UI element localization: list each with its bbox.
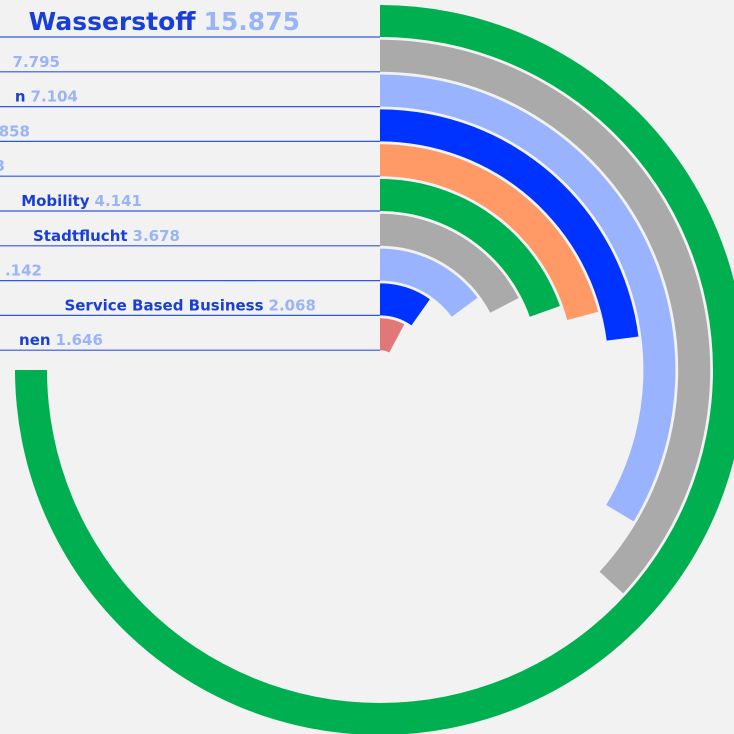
bar-label: 858 [0, 122, 30, 140]
bar-label: Mobility 4.141 [21, 192, 142, 210]
value-label: 1.646 [56, 331, 103, 349]
category-label: Mobility [21, 192, 90, 210]
value-label: 7.795 [13, 53, 60, 71]
bar-label: 3 [0, 157, 5, 175]
radial-bar [380, 318, 405, 353]
bar-label: nen 1.646 [19, 331, 103, 349]
bar-label: Wasserstoff 15.875 [29, 7, 300, 36]
value-label: 15.875 [204, 7, 300, 36]
value-label: 3 [0, 157, 5, 175]
radial-bar [380, 39, 711, 594]
category-label: Stadtflucht [33, 227, 128, 245]
radial-bar [380, 248, 478, 317]
bar-label: 7.795 [13, 53, 60, 71]
value-label: 4.141 [95, 192, 142, 210]
bar-label: Stadtflucht 3.678 [33, 227, 180, 245]
category-label: Service Based Business [64, 296, 263, 314]
value-label: 858 [0, 122, 30, 140]
radial-bar [15, 5, 734, 734]
radial-bar [380, 144, 599, 321]
bar-label: n 7.104 [15, 88, 78, 106]
radial-bar [380, 283, 430, 326]
radial-bar [380, 109, 639, 341]
value-label: .142 [5, 262, 42, 280]
radial-bar [380, 179, 560, 317]
radial-bar [380, 74, 676, 522]
value-label: 3.678 [133, 227, 180, 245]
bar-label: Service Based Business 2.068 [64, 296, 316, 314]
bar-label: .142 [5, 262, 42, 280]
category-label: nen [19, 331, 51, 349]
category-label: Wasserstoff [29, 7, 197, 36]
category-label: n [15, 88, 26, 106]
value-label: 2.068 [269, 296, 316, 314]
radial-bar [380, 213, 519, 313]
value-label: 7.104 [31, 88, 78, 106]
